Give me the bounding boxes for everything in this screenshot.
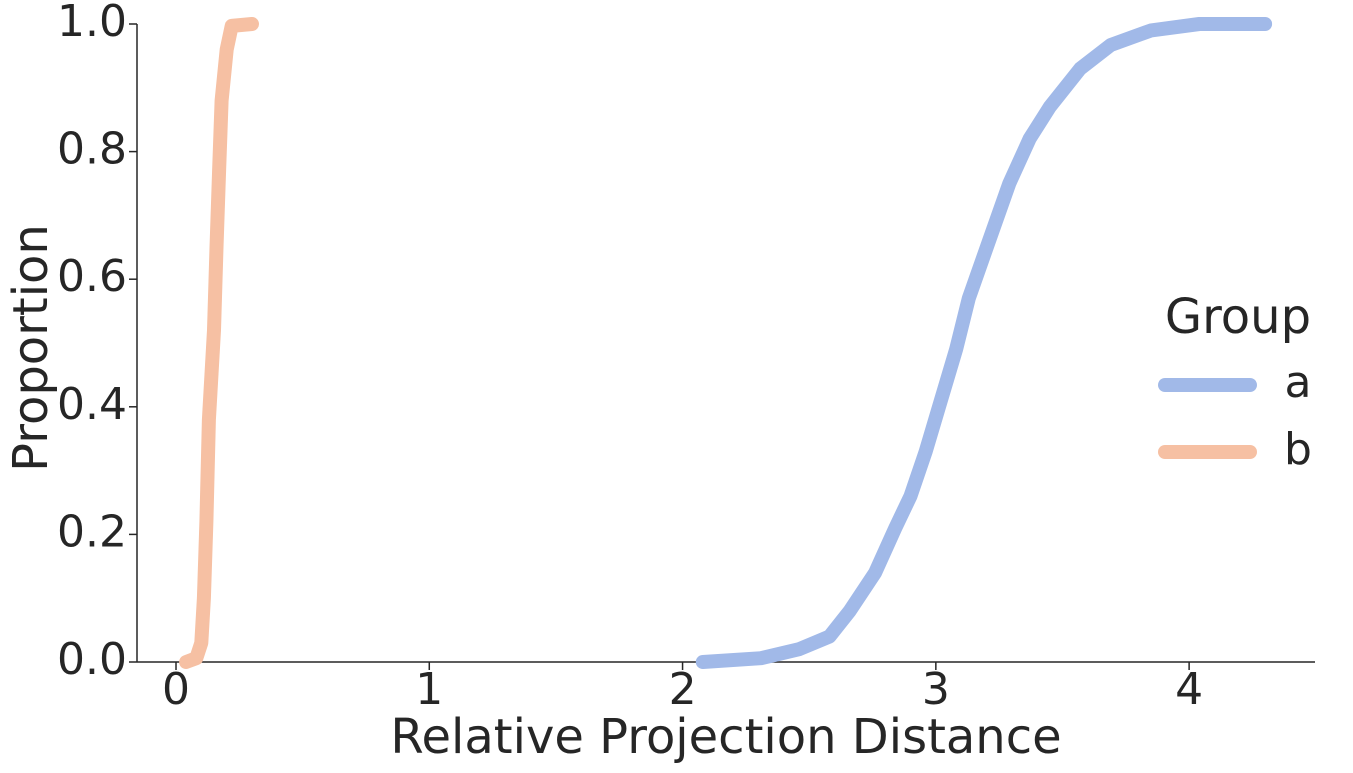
ecdf-line xyxy=(695,17,1273,669)
x-tick-label: 2 xyxy=(669,664,697,715)
y-tick-label: 0.0 xyxy=(57,634,127,685)
x-tick-label: 4 xyxy=(1175,664,1203,715)
y-tick-label: 0.6 xyxy=(57,251,127,302)
y-tick-label: 1.0 xyxy=(57,0,127,47)
legend-label: b xyxy=(1284,424,1312,475)
x-tick-label: 0 xyxy=(162,664,190,715)
x-axis-label: Relative Projection Distance xyxy=(390,709,1061,765)
x-tick-label: 1 xyxy=(415,664,443,715)
y-tick-label: 0.4 xyxy=(57,379,127,430)
y-tick-label: 0.2 xyxy=(57,506,127,557)
x-tick-label: 3 xyxy=(922,664,950,715)
legend-title: Group xyxy=(1165,289,1311,345)
y-axis-label: Proportion xyxy=(3,224,59,472)
ecdf-line xyxy=(179,17,259,669)
legend-label: a xyxy=(1285,357,1312,408)
y-tick-label: 0.8 xyxy=(57,124,127,175)
